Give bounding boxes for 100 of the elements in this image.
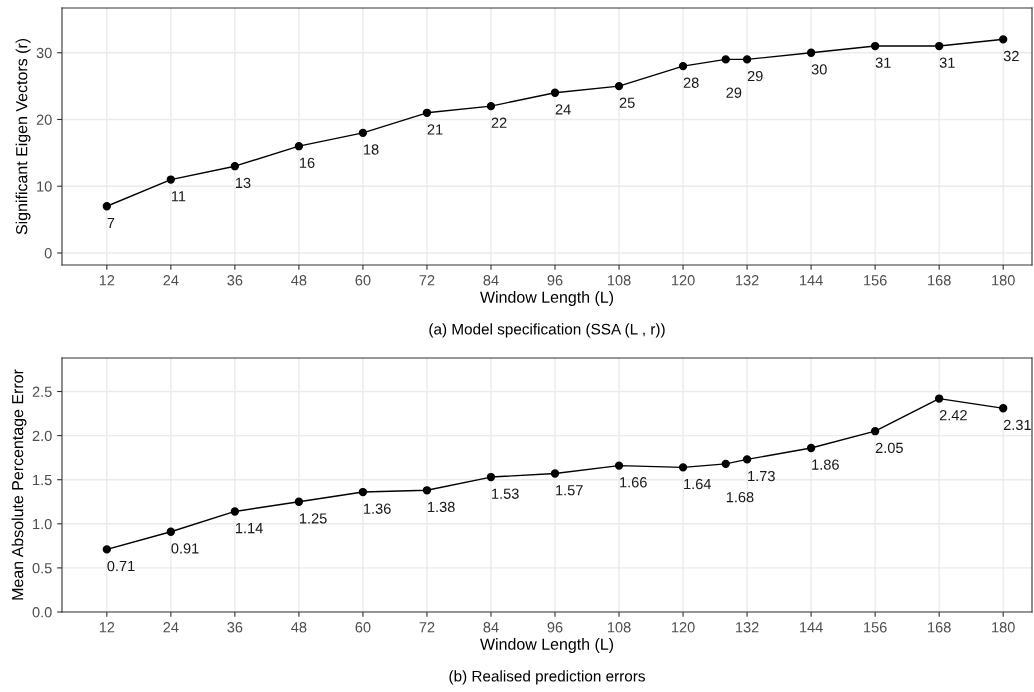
data-label: 32	[1003, 50, 1019, 62]
data-label: 24	[555, 104, 571, 115]
data-label: 16	[300, 157, 315, 168]
x-tick-label: 12	[99, 275, 115, 286]
data-label: 1.64	[684, 478, 712, 490]
y-axis-title: Mean Absolute Percentage Error	[11, 369, 27, 600]
point	[486, 101, 496, 111]
data-label: 31	[875, 57, 891, 68]
text: (a) Model specification (SSA (L , r))	[429, 323, 665, 338]
x-tick-label: 120	[672, 275, 695, 286]
data-label: 1.53	[492, 488, 519, 499]
point	[166, 175, 176, 184]
x-tick-label: 12	[99, 622, 115, 633]
data-label: 7	[107, 217, 115, 228]
x-axis-title: Window Length (L)	[480, 638, 614, 653]
point	[102, 202, 111, 211]
x-tick-label: 36	[227, 275, 243, 286]
y-tick-label: 20	[36, 114, 52, 125]
y-tick-label: 0.5	[32, 563, 52, 574]
point	[806, 443, 816, 453]
point	[742, 455, 752, 464]
text: (b) Realised prediction errors	[449, 670, 645, 685]
x-tick-label: 144	[800, 275, 823, 286]
point	[806, 48, 816, 57]
data-label: 1.68	[726, 492, 754, 503]
x-tick-label: 24	[163, 275, 179, 286]
x-tick-label: 132	[736, 275, 759, 286]
point	[870, 41, 880, 51]
point	[358, 487, 368, 497]
data-label: 30	[811, 64, 827, 75]
x-tick-label: 108	[607, 275, 631, 286]
x-tick-label: 168	[928, 275, 951, 286]
x-tick-label: 96	[547, 275, 563, 286]
y-tick-label: 2.0	[32, 430, 52, 442]
data-label: 28	[683, 77, 699, 88]
point	[614, 461, 624, 470]
data-label: 25	[619, 97, 635, 108]
data-label: 13	[235, 177, 251, 189]
point	[230, 162, 240, 171]
y-tick-label: 30	[36, 47, 52, 59]
data-label: 1.14	[235, 523, 263, 534]
point	[294, 497, 304, 506]
x-tick-label: 180	[992, 622, 1015, 633]
x-tick-label: 48	[291, 622, 307, 633]
data-label: 2.31	[1003, 419, 1031, 431]
y-tick-label: 0	[44, 248, 52, 259]
data-label: 22	[491, 117, 507, 128]
x-tick-label: 168	[928, 622, 951, 633]
point	[614, 81, 624, 91]
data-label: 0.71	[107, 560, 135, 572]
point	[678, 61, 688, 71]
data-label: 1.73	[748, 470, 775, 482]
point	[678, 463, 688, 472]
y-tick-label: 1.5	[33, 474, 52, 486]
data-label: 29	[747, 70, 763, 82]
x-tick-label: 60	[355, 622, 371, 633]
y-tick-label: 1.0	[33, 518, 52, 530]
point	[166, 527, 176, 536]
data-label: 11	[171, 191, 186, 202]
x-tick-label: 84	[483, 275, 499, 286]
x-tick-label: 72	[419, 622, 435, 633]
x-tick-label: 48	[291, 275, 307, 286]
point	[870, 427, 880, 436]
x-tick-label: 144	[800, 622, 823, 633]
point	[742, 55, 752, 64]
x-tick-label: 72	[419, 275, 435, 286]
data-label: 18	[364, 144, 379, 155]
point	[934, 41, 944, 51]
point	[999, 404, 1008, 413]
x-tick-label: 36	[227, 622, 243, 633]
point	[422, 486, 432, 495]
data-label: 1.57	[556, 485, 583, 496]
data-label: 2.42	[939, 410, 967, 421]
point	[550, 469, 560, 478]
y-tick-label: 0.0	[32, 607, 52, 618]
data-label: 21	[427, 124, 443, 135]
x-tick-label: 132	[736, 622, 759, 633]
data-label: 1.38	[428, 501, 455, 513]
data-label: 2.05	[875, 442, 903, 454]
point	[102, 545, 111, 554]
point	[999, 35, 1008, 44]
x-tick-label: 60	[355, 275, 371, 286]
x-tick-label: 84	[483, 622, 499, 633]
point	[550, 88, 560, 97]
point	[934, 394, 944, 403]
x-tick-label: 108	[607, 622, 631, 633]
y-axis-title: Significant Eigen Vectors (r)	[15, 38, 31, 235]
x-tick-label: 96	[547, 622, 563, 633]
data-label: 0.91	[171, 543, 199, 554]
point	[230, 507, 240, 516]
data-label: 31	[939, 57, 955, 68]
x-tick-label: 180	[992, 275, 1015, 286]
y-tick-label: 10	[37, 181, 52, 192]
x-tick-label: 24	[163, 622, 179, 633]
data-label: 1.36	[364, 503, 391, 514]
x-tick-label: 120	[672, 622, 695, 633]
y-tick-label: 2.5	[32, 386, 52, 397]
point	[294, 142, 304, 151]
x-tick-label: 156	[864, 275, 887, 286]
point	[486, 472, 496, 482]
